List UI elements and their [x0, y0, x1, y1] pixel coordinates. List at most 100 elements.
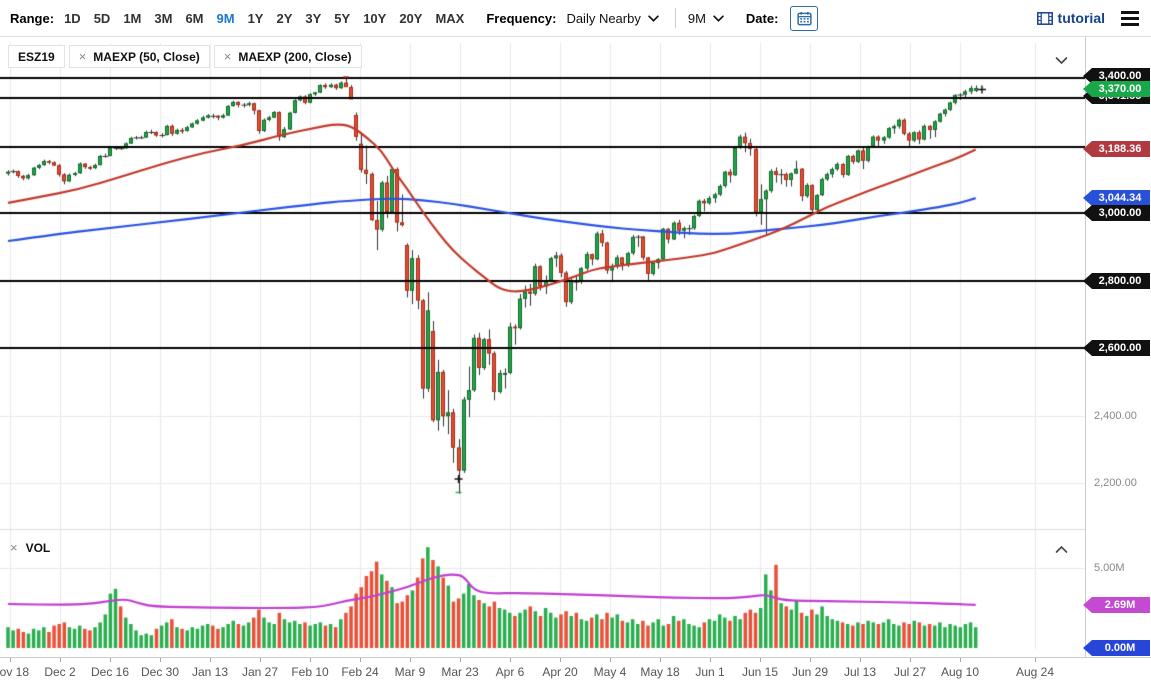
film-icon: [1036, 11, 1053, 25]
date-label: Date:: [745, 10, 779, 26]
time-axis-tick: [660, 657, 661, 662]
range-link-5y[interactable]: 5Y: [334, 10, 351, 26]
collapse-volume-panel-button[interactable]: [1050, 540, 1072, 558]
range-link-2y[interactable]: 2Y: [276, 10, 293, 26]
price-badge-280000: 2,800.00: [1083, 273, 1150, 289]
frequency-label: Frequency:: [486, 10, 557, 26]
time-axis-label: Jun 1: [695, 665, 725, 679]
chart-area: ESZ19 × MAEXP (50, Close) × MAEXP (200, …: [0, 36, 1151, 688]
time-axis-tick: [510, 657, 511, 662]
range-link-1m[interactable]: 1M: [123, 10, 142, 26]
time-axis-tick: [360, 657, 361, 662]
time-axis-label: Jul 27: [893, 665, 927, 679]
time-axis-label: Apr 6: [495, 665, 525, 679]
tutorial-link[interactable]: tutorial: [1036, 10, 1105, 26]
time-axis-label: Dec 16: [90, 665, 130, 679]
time-axis-label: Aug 24: [1015, 665, 1055, 679]
time-axis-label: Feb 10: [291, 665, 329, 679]
time-axis-label: May 18: [640, 665, 680, 679]
study-tag-maexp200[interactable]: × MAEXP (200, Close): [213, 45, 362, 68]
time-axis-tick: [210, 657, 211, 662]
price-badge-304434: 3,044.34: [1083, 190, 1150, 206]
study-tag-maexp50[interactable]: × MAEXP (50, Close): [68, 45, 210, 68]
range-links: 1D 5D 1M 3M 6M 9M 1Y 2Y 3Y 5Y 10Y 20Y MAX: [64, 11, 464, 26]
price-badge-340000: 3,400.00: [1083, 68, 1150, 84]
volume-axis-label: 5.00M: [1094, 562, 1125, 574]
time-axis-tick: [810, 657, 811, 662]
time-axis-tick: [110, 657, 111, 662]
period-value: 9M: [687, 10, 706, 26]
close-icon[interactable]: ×: [223, 49, 232, 64]
time-axis-tick: [1035, 657, 1036, 662]
time-axis-tick: [610, 657, 611, 662]
time-axis-label: Dec 30: [140, 665, 180, 679]
collapse-price-panel-button[interactable]: [1050, 51, 1072, 69]
time-axis-label: Mar 9: [394, 665, 426, 679]
time-axis-label: Jan 13: [191, 665, 229, 679]
price-badge-318836: 3,188.36: [1083, 141, 1150, 157]
range-link-9m[interactable]: 9M: [216, 10, 235, 26]
chevron-down-icon: [1055, 56, 1067, 64]
calendar-icon: [797, 11, 812, 25]
study-tags: ESZ19 × MAEXP (50, Close) × MAEXP (200, …: [8, 45, 362, 68]
time-axis-tick: [910, 657, 911, 662]
time-axis-labels: Nov 18 Dec 2 Dec 16 Dec 30 Jan 13 Jan 27 Feb 1…: [0, 657, 1085, 688]
price-volume-chart-canvas[interactable]: [0, 37, 1085, 657]
time-axis-tick: [710, 657, 711, 662]
time-axis-tick: [760, 657, 761, 662]
toolbar-divider: [674, 8, 676, 28]
volume-badge-269: 2.69M: [1083, 597, 1150, 613]
chart-bottom-border: [0, 657, 1151, 658]
top-toolbar: Range: 1D 5D 1M 3M 6M 9M 1Y 2Y 3Y 5Y 10Y 20Y MAX Fre…: [0, 0, 1151, 36]
range-label: Range:: [10, 10, 55, 26]
time-axis-label: Jun 15: [741, 665, 779, 679]
time-axis-tick: [10, 657, 11, 662]
range-link-max[interactable]: MAX: [435, 10, 465, 26]
time-axis-label: Jul 13: [843, 665, 877, 679]
time-axis-tick: [260, 657, 261, 662]
time-axis-tick: [60, 657, 61, 662]
time-axis-label: Jan 27: [241, 665, 279, 679]
time-axis-tick: [410, 657, 411, 662]
range-link-1d[interactable]: 1D: [64, 10, 81, 26]
time-axis-tick: [310, 657, 311, 662]
frequency-value: Daily Nearby: [566, 10, 641, 26]
time-axis-label: May 4: [593, 665, 627, 679]
close-icon[interactable]: ×: [78, 49, 87, 64]
time-axis-tick: [860, 657, 861, 662]
close-icon[interactable]: ×: [10, 540, 18, 555]
time-axis-tick: [460, 657, 461, 662]
volume-study-tag[interactable]: × VOL: [10, 540, 51, 555]
range-link-3y[interactable]: 3Y: [305, 10, 322, 26]
price-axis-label: 2,200.00: [1094, 477, 1137, 489]
time-axis-label: Mar 23: [441, 665, 479, 679]
chevron-down-icon: [648, 14, 659, 22]
chevron-up-icon: [1055, 545, 1067, 553]
time-axis-label: Nov 18: [0, 665, 30, 679]
frequency-dropdown[interactable]: Daily Nearby: [566, 10, 659, 26]
menu-icon[interactable]: [1119, 9, 1141, 28]
range-link-20y[interactable]: 20Y: [399, 10, 423, 26]
time-axis-label: Aug 10: [940, 665, 980, 679]
time-axis-tick: [960, 657, 961, 662]
price-badge-300000: 3,000.00: [1083, 205, 1150, 221]
price-badge-337000: 3,370.00: [1083, 81, 1150, 97]
period-dropdown[interactable]: 9M: [688, 11, 724, 26]
price-badge-260000: 2,600.00: [1083, 340, 1150, 356]
time-axis-label: Apr 20: [542, 665, 578, 679]
time-axis-label: Jun 29: [791, 665, 829, 679]
symbol-tag[interactable]: ESZ19: [8, 45, 65, 68]
tutorial-label: tutorial: [1057, 10, 1105, 26]
chevron-down-icon: [713, 14, 724, 22]
range-link-5d[interactable]: 5D: [93, 10, 111, 26]
range-link-10y[interactable]: 10Y: [363, 10, 387, 26]
range-link-1y[interactable]: 1Y: [247, 10, 264, 26]
date-picker-button[interactable]: [790, 5, 819, 31]
range-link-6m[interactable]: 6M: [185, 10, 204, 26]
time-axis-label: Feb 24: [341, 665, 379, 679]
range-link-3m[interactable]: 3M: [154, 10, 173, 26]
time-axis-tick: [160, 657, 161, 662]
price-axis-label: 2,400.00: [1094, 410, 1137, 422]
volume-badge-000: 0.00M: [1083, 640, 1150, 656]
time-axis-tick: [560, 657, 561, 662]
